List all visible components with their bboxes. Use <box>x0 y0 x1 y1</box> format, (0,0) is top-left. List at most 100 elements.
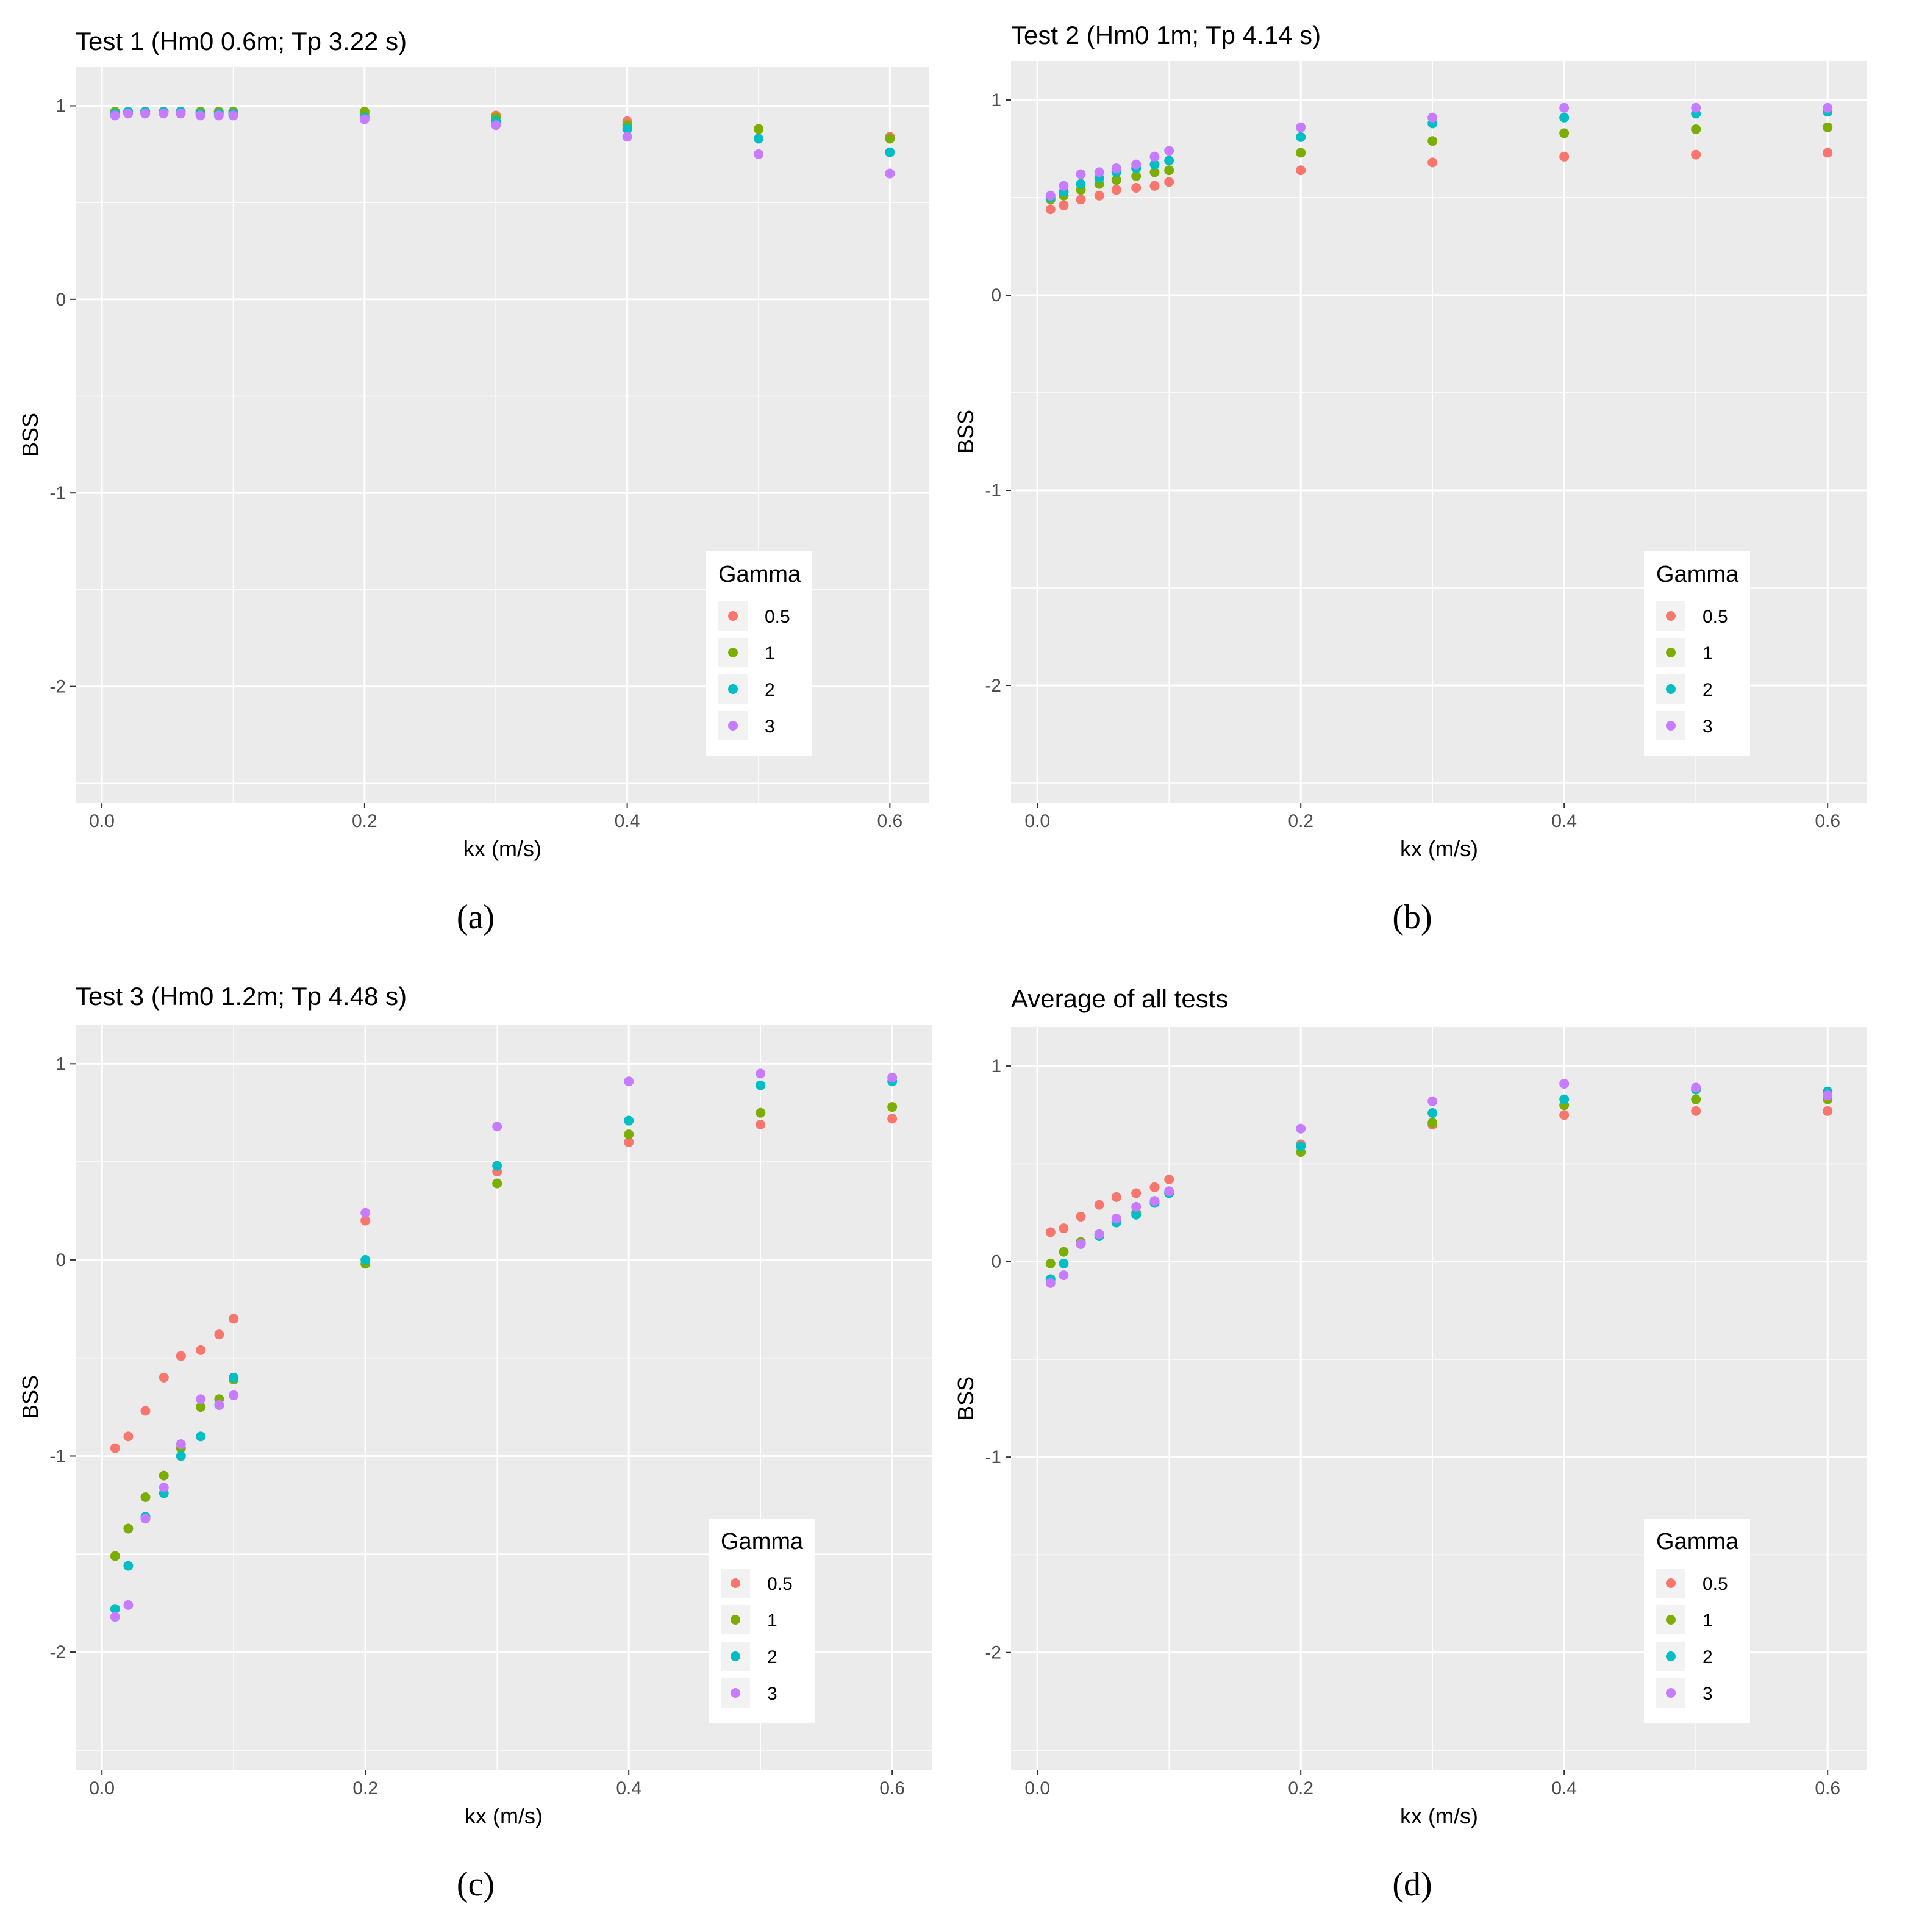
data-point-gamma-3 <box>196 1394 206 1404</box>
data-point-gamma-0.5 <box>1823 1106 1833 1116</box>
data-point-gamma-3 <box>1131 159 1142 170</box>
x-axis-title: kx (m/s) <box>465 1803 543 1828</box>
data-point-gamma-1 <box>159 1470 169 1481</box>
legend-key-gamma-1 <box>728 648 738 657</box>
legend-title: Gamma <box>718 562 801 587</box>
data-point-gamma-1 <box>492 1178 502 1189</box>
data-point-gamma-0.5 <box>360 1215 371 1226</box>
y-tick-label: 0 <box>55 1250 66 1270</box>
data-point-gamma-3 <box>1559 102 1570 113</box>
data-point-gamma-0.5 <box>1149 1182 1160 1192</box>
x-axis-title: kx (m/s) <box>463 836 541 861</box>
data-point-gamma-0.5 <box>140 1406 151 1416</box>
x-tick-label: 0.6 <box>1815 811 1840 831</box>
data-point-gamma-3 <box>1823 1090 1833 1101</box>
data-point-gamma-0.5 <box>624 1137 634 1147</box>
data-point-gamma-3 <box>1164 146 1174 156</box>
data-point-gamma-3 <box>1076 1239 1086 1249</box>
data-point-gamma-3 <box>360 1208 371 1218</box>
y-axis-title: BSS <box>953 410 978 454</box>
data-point-gamma-1 <box>885 134 895 144</box>
legend-label: 3 <box>767 1684 777 1704</box>
data-point-gamma-0.5 <box>1131 1188 1142 1198</box>
data-point-gamma-2 <box>176 1451 186 1461</box>
legend-label: 0.5 <box>765 607 790 627</box>
x-tick-label: 0.4 <box>1551 811 1577 831</box>
panel-d: 0.0 0.2 0.4 0.6 -2 -1 0 1 Average of all tests kx… <box>953 984 1867 1903</box>
data-point-gamma-0.5 <box>1094 190 1104 201</box>
legend-label: 1 <box>767 1611 777 1631</box>
y-tick-label: -2 <box>985 1643 1001 1663</box>
legend: Gamma 0.5 1 2 3 <box>709 1519 815 1723</box>
legend-key-gamma-1 <box>1666 648 1676 657</box>
panel-title: Test 2 (Hm0 1m; Tp 4.14 s) <box>1011 21 1321 49</box>
y-axis-title: BSS <box>18 413 43 457</box>
y-axis-title: BSS <box>953 1376 978 1420</box>
data-point-gamma-2 <box>756 1080 766 1090</box>
y-tick-label: 1 <box>991 90 1001 110</box>
data-point-gamma-3 <box>885 168 895 179</box>
data-point-gamma-1 <box>756 1107 766 1118</box>
data-point-gamma-3 <box>1059 181 1069 191</box>
data-point-gamma-3 <box>1164 1186 1174 1197</box>
legend-key-gamma-0.5 <box>1666 611 1676 621</box>
data-point-gamma-3 <box>159 1482 169 1492</box>
y-tick-label: -1 <box>49 1446 66 1466</box>
panel-c: 0.0 0.2 0.4 0.6 -2 -1 0 1 Test 3 (Hm0 1.2m; Tp 4… <box>18 982 932 1903</box>
x-tick-label: 0.2 <box>352 811 377 831</box>
data-point-gamma-1 <box>1559 128 1570 138</box>
panel-caption: (c) <box>457 1866 495 1903</box>
legend-title: Gamma <box>721 1529 804 1555</box>
legend-key-gamma-2 <box>731 1651 740 1661</box>
data-point-gamma-0.5 <box>1164 1175 1174 1185</box>
y-tick-label: 1 <box>55 96 66 116</box>
data-point-gamma-0.5 <box>1296 165 1306 176</box>
legend-key-gamma-3 <box>1666 721 1676 731</box>
legend-label: 1 <box>765 643 775 664</box>
y-tick-label: 0 <box>991 1252 1001 1272</box>
data-point-gamma-2 <box>492 1161 502 1171</box>
data-point-gamma-1 <box>1164 165 1174 176</box>
data-point-gamma-2 <box>1559 1094 1570 1104</box>
legend-label: 0.5 <box>1703 607 1728 627</box>
data-point-gamma-0.5 <box>1691 149 1701 160</box>
legend-key-gamma-3 <box>731 1688 740 1698</box>
data-point-gamma-0.5 <box>1559 1110 1570 1120</box>
data-point-gamma-2 <box>360 1254 371 1265</box>
legend: Gamma 0.5 1 2 3 <box>706 551 812 756</box>
data-point-gamma-3 <box>756 1068 766 1079</box>
data-point-gamma-1 <box>123 1523 134 1534</box>
legend-label: 2 <box>767 1647 777 1667</box>
data-point-gamma-3 <box>1045 1278 1056 1288</box>
legend-key-gamma-0.5 <box>1666 1578 1676 1588</box>
data-point-gamma-0.5 <box>1076 195 1086 205</box>
x-tick-label: 0.4 <box>615 811 640 831</box>
legend-key-gamma-1 <box>731 1615 740 1625</box>
data-point-gamma-2 <box>1076 179 1086 189</box>
x-axis-title: kx (m/s) <box>1400 1803 1478 1828</box>
data-point-gamma-3 <box>1559 1078 1570 1089</box>
data-point-gamma-1 <box>110 1551 120 1561</box>
y-tick-label: -1 <box>985 481 1001 501</box>
data-point-gamma-0.5 <box>1559 151 1570 162</box>
data-point-gamma-3 <box>1111 1214 1121 1224</box>
data-point-gamma-3 <box>1691 1082 1701 1093</box>
legend-label: 1 <box>1703 1611 1713 1631</box>
data-point-gamma-0.5 <box>1111 185 1121 195</box>
data-point-gamma-0.5 <box>196 1345 206 1355</box>
y-tick-label: 1 <box>991 1056 1001 1076</box>
legend-key-gamma-0.5 <box>731 1578 740 1588</box>
data-point-gamma-3 <box>1045 190 1056 201</box>
x-tick-label: 0.2 <box>1288 1778 1313 1798</box>
data-point-gamma-3 <box>624 1076 634 1087</box>
data-point-gamma-3 <box>228 110 238 121</box>
legend-key-gamma-2 <box>1666 684 1676 694</box>
x-tick-label: 0.0 <box>1024 811 1050 831</box>
data-point-gamma-2 <box>1427 1108 1438 1118</box>
data-point-gamma-0.5 <box>1823 148 1833 158</box>
x-tick-label: 0.6 <box>1815 1778 1840 1798</box>
data-point-gamma-0.5 <box>887 1114 898 1124</box>
data-point-gamma-2 <box>229 1372 239 1383</box>
data-point-gamma-3 <box>1149 1196 1160 1206</box>
data-point-gamma-0.5 <box>1149 181 1160 191</box>
